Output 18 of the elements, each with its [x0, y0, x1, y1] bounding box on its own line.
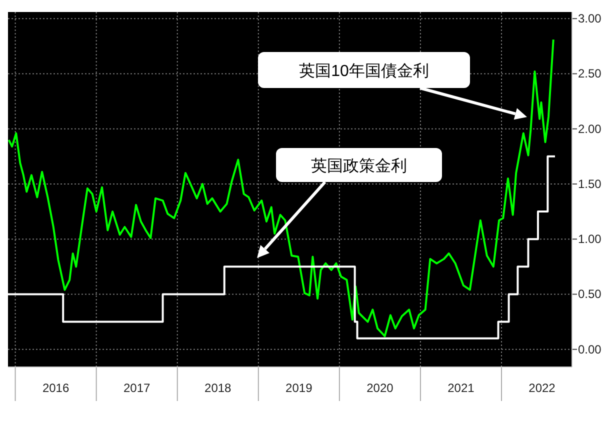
x-tick-label: 2019: [286, 381, 313, 395]
y-tick-label: 2.50: [578, 66, 602, 81]
y-tick-label: 2.00: [578, 122, 602, 136]
annotation: 英国10年国債金利: [258, 52, 527, 120]
y-tick-label: 0.50: [578, 287, 602, 302]
y-tick-label: 1.50: [578, 176, 602, 191]
x-tick-label: 2021: [448, 381, 475, 395]
annotation: 英国政策金利: [311, 157, 407, 175]
x-tick-label: 2018: [204, 381, 232, 395]
x-tick-label: 2020: [366, 381, 394, 395]
y-tick-label: 0.00: [578, 342, 602, 356]
y-tick-label: 1.00: [578, 232, 602, 246]
x-tick-label: 2022: [528, 381, 556, 395]
annotation: 英国10年国債金利: [299, 62, 429, 80]
x-tick-label: 2016: [42, 381, 70, 395]
x-tick-label: 2017: [123, 381, 151, 395]
annotation: 英国政策金利: [257, 148, 442, 258]
y-tick-label: 3.00: [578, 12, 602, 26]
